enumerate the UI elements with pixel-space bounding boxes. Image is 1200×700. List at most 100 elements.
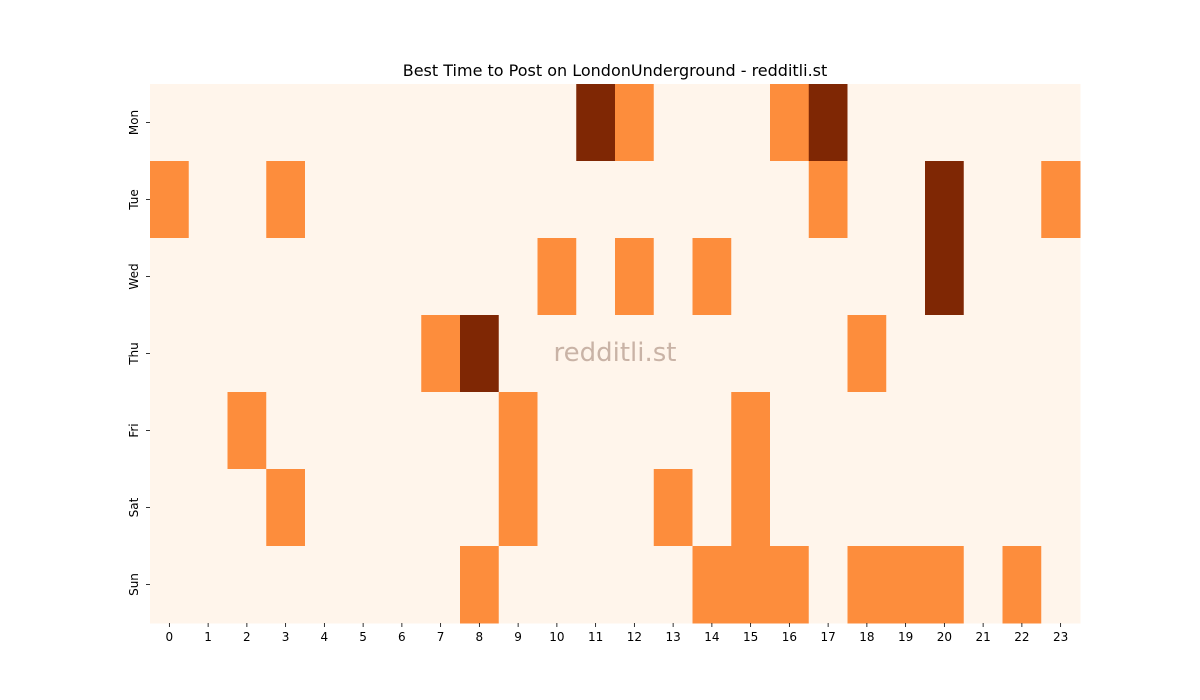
- heatmap-cell-mon-5: [343, 84, 383, 162]
- heatmap-cell-mon-2: [227, 84, 267, 162]
- heatmap-cell-sun-5: [343, 546, 383, 624]
- heatmap-cell-wed-21: [963, 238, 1003, 316]
- x-tick-label: 17: [820, 630, 835, 644]
- heatmap-cell-sun-1: [188, 546, 228, 624]
- heatmap-cell-tue-16: [770, 161, 810, 239]
- heatmap-cell-mon-13: [653, 84, 693, 162]
- heatmap-cell-tue-13: [653, 161, 693, 239]
- heatmap-cell-sat-5: [343, 469, 383, 547]
- heatmap-cell-mon-6: [382, 84, 422, 162]
- heatmap-cell-sun-2: [227, 546, 267, 624]
- y-tick-label: Wed: [127, 263, 141, 289]
- heatmap-cell-fri-5: [343, 392, 383, 470]
- heatmap-cell-tue-4: [305, 161, 345, 239]
- heatmap-cell-wed-14: [692, 238, 732, 316]
- x-tick-label: 13: [665, 630, 680, 644]
- heatmap-cell-mon-8: [460, 84, 500, 162]
- heatmap-cell-tue-17: [808, 161, 848, 239]
- x-tick-label: 11: [588, 630, 603, 644]
- heatmap-cell-wed-0: [150, 238, 190, 316]
- heatmap-cell-sat-6: [382, 469, 422, 547]
- heatmap-cell-sat-13: [653, 469, 693, 547]
- x-tick-label: 0: [166, 630, 174, 644]
- heatmap-cell-fri-20: [925, 392, 965, 470]
- x-tick-label: 12: [627, 630, 642, 644]
- heatmap-cell-thu-19: [886, 315, 926, 393]
- heatmap-cell-tue-5: [343, 161, 383, 239]
- heatmap-cell-sat-22: [1002, 469, 1042, 547]
- heatmap-cell-sat-20: [925, 469, 965, 547]
- heatmap-cell-sat-15: [731, 469, 771, 547]
- heatmap-cell-wed-6: [382, 238, 422, 316]
- heatmap-cell-thu-15: [731, 315, 771, 393]
- heatmap-cell-sun-14: [692, 546, 732, 624]
- heatmap-cell-mon-1: [188, 84, 228, 162]
- heatmap-cell-sun-6: [382, 546, 422, 624]
- heatmap-cell-fri-8: [460, 392, 500, 470]
- heatmap-cell-mon-9: [498, 84, 538, 162]
- heatmap-cell-thu-20: [925, 315, 965, 393]
- y-tick-label: Mon: [127, 110, 141, 135]
- heatmap-cell-sun-23: [1041, 546, 1081, 624]
- x-tick-label: 14: [704, 630, 719, 644]
- chart-title: Best Time to Post on LondonUnderground -…: [403, 61, 828, 80]
- heatmap-cell-sat-11: [576, 469, 616, 547]
- heatmap-cell-sat-19: [886, 469, 926, 547]
- heatmap-cell-sun-18: [847, 546, 887, 624]
- heatmap-cell-wed-2: [227, 238, 267, 316]
- x-tick-label: 8: [476, 630, 484, 644]
- x-tick-label: 21: [975, 630, 990, 644]
- heatmap-cell-mon-18: [847, 84, 887, 162]
- heatmap-cell-sun-21: [963, 546, 1003, 624]
- heatmap-cell-mon-7: [421, 84, 461, 162]
- x-tick-label: 7: [437, 630, 445, 644]
- heatmap-cell-tue-7: [421, 161, 461, 239]
- heatmap-cell-tue-0: [150, 161, 190, 239]
- heatmap-cell-wed-15: [731, 238, 771, 316]
- heatmap-cell-thu-3: [266, 315, 306, 393]
- heatmap-cell-thu-0: [150, 315, 190, 393]
- heatmap-cell-thu-7: [421, 315, 461, 393]
- heatmap-cell-thu-4: [305, 315, 345, 393]
- heatmap-cell-mon-23: [1041, 84, 1081, 162]
- heatmap-cell-thu-22: [1002, 315, 1042, 393]
- heatmap-cell-tue-20: [925, 161, 965, 239]
- heatmap-cell-wed-7: [421, 238, 461, 316]
- heatmap-cell-fri-15: [731, 392, 771, 470]
- heatmap-cell-mon-20: [925, 84, 965, 162]
- x-tick-label: 4: [321, 630, 329, 644]
- heatmap-cells: [150, 84, 1081, 624]
- heatmap-cell-sun-11: [576, 546, 616, 624]
- heatmap-cell-tue-3: [266, 161, 306, 239]
- heatmap-cell-sat-1: [188, 469, 228, 547]
- heatmap-cell-wed-17: [808, 238, 848, 316]
- heatmap-cell-wed-19: [886, 238, 926, 316]
- heatmap-cell-sun-9: [498, 546, 538, 624]
- heatmap-cell-sat-14: [692, 469, 732, 547]
- heatmap-cell-thu-16: [770, 315, 810, 393]
- x-tick-label: 3: [282, 630, 290, 644]
- heatmap-cell-wed-3: [266, 238, 306, 316]
- heatmap-cell-mon-17: [808, 84, 848, 162]
- heatmap-cell-thu-21: [963, 315, 1003, 393]
- x-tick-label: 19: [898, 630, 913, 644]
- y-tick-label: Thu: [127, 342, 141, 366]
- heatmap-cell-thu-1: [188, 315, 228, 393]
- heatmap-cell-mon-10: [537, 84, 577, 162]
- heatmap-cell-wed-18: [847, 238, 887, 316]
- heatmap-cell-sat-0: [150, 469, 190, 547]
- heatmap-cell-sun-7: [421, 546, 461, 624]
- heatmap-cell-sun-22: [1002, 546, 1042, 624]
- heatmap-cell-sun-8: [460, 546, 500, 624]
- heatmap-cell-tue-9: [498, 161, 538, 239]
- heatmap-cell-mon-14: [692, 84, 732, 162]
- heatmap-cell-fri-3: [266, 392, 306, 470]
- heatmap-cell-tue-2: [227, 161, 267, 239]
- heatmap-cell-thu-6: [382, 315, 422, 393]
- heatmap-cell-fri-18: [847, 392, 887, 470]
- heatmap-cell-sat-17: [808, 469, 848, 547]
- heatmap-cell-thu-5: [343, 315, 383, 393]
- heatmap-cell-mon-12: [615, 84, 655, 162]
- heatmap-cell-fri-2: [227, 392, 267, 470]
- heatmap-cell-mon-11: [576, 84, 616, 162]
